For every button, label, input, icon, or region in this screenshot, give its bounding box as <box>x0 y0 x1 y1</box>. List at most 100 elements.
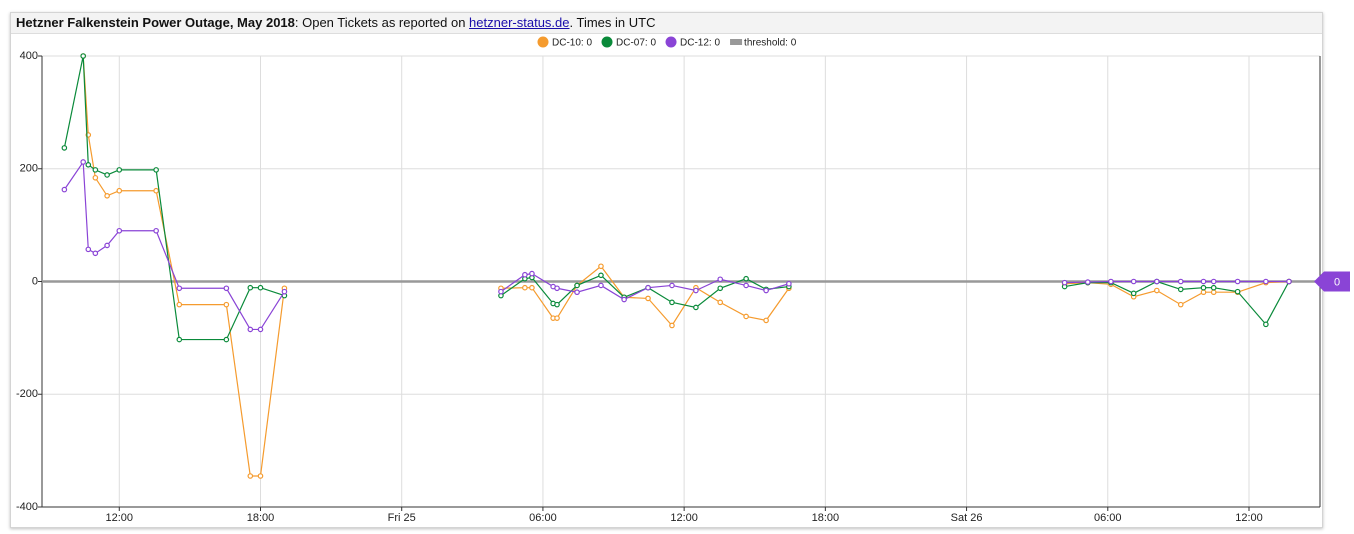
data-point <box>717 285 724 292</box>
data-point <box>1200 278 1207 285</box>
x-tick-label: 12:00 <box>670 512 698 524</box>
data-point <box>247 473 254 479</box>
x-tick-label: 06:00 <box>1094 512 1122 524</box>
data-point <box>645 284 651 291</box>
data-point <box>104 172 110 178</box>
legend-label: threshold: 0 <box>744 38 797 49</box>
data-point <box>153 187 159 194</box>
data-point <box>1108 278 1114 285</box>
data-point <box>717 276 724 283</box>
data-point <box>1286 278 1292 285</box>
data-point <box>223 336 230 343</box>
x-tick-label: Sat 26 <box>951 512 983 524</box>
data-point <box>247 326 254 333</box>
data-point <box>522 284 528 291</box>
legend-label: DC-07: 0 <box>616 38 656 49</box>
data-point <box>529 270 535 277</box>
title-link[interactable]: hetzner-status.de <box>469 15 570 30</box>
data-point <box>223 301 230 308</box>
legend-label: DC-12: 0 <box>680 38 720 49</box>
data-point <box>598 272 604 279</box>
value-flag <box>1314 271 1350 292</box>
data-point <box>763 317 769 324</box>
data-point <box>598 282 604 289</box>
chart-header: Hetzner Falkenstein Power Outage, May 20… <box>11 13 1322 34</box>
y-tick-label: 400 <box>20 50 38 62</box>
data-point <box>743 313 749 320</box>
data-point <box>693 304 699 311</box>
data-point <box>621 296 627 303</box>
data-point <box>116 227 123 234</box>
y-tick-label: -400 <box>16 501 38 513</box>
data-point <box>1200 284 1207 291</box>
data-point <box>693 287 699 294</box>
data-point <box>669 282 675 289</box>
data-point <box>257 284 264 291</box>
data-point <box>116 187 123 194</box>
data-point <box>522 271 528 278</box>
legend-label: DC-10: 0 <box>552 38 592 49</box>
series-line <box>1064 280 1290 306</box>
x-tick-label: 18:00 <box>247 512 275 524</box>
title-end: . Times in UTC <box>569 15 656 30</box>
data-point <box>1154 278 1160 285</box>
data-point <box>92 174 99 181</box>
data-point <box>529 284 535 291</box>
data-point <box>1210 278 1217 285</box>
data-point <box>1130 290 1137 297</box>
data-point <box>574 289 580 296</box>
data-point <box>645 295 651 302</box>
x-tick-label: 06:00 <box>529 512 557 524</box>
x-tick-label: 18:00 <box>812 512 840 524</box>
data-point <box>554 301 560 308</box>
data-point <box>743 282 749 289</box>
data-point <box>1154 287 1160 294</box>
data-point <box>574 282 580 289</box>
data-point <box>176 285 183 292</box>
data-point <box>85 162 92 168</box>
data-point <box>1234 288 1241 295</box>
data-point <box>1234 278 1241 285</box>
data-point <box>763 287 769 294</box>
chart-panel: Hetzner Falkenstein Power Outage, May 20… <box>10 12 1323 528</box>
legend-marker <box>730 39 743 45</box>
data-point <box>176 301 183 308</box>
data-point <box>1263 278 1269 285</box>
x-tick-label: Fri 25 <box>388 512 416 524</box>
series-line <box>63 55 285 341</box>
value-flag-label: 0 <box>1334 276 1340 288</box>
legend-marker <box>665 36 677 48</box>
data-point <box>223 285 230 292</box>
data-point <box>61 145 68 151</box>
data-point <box>104 193 110 199</box>
legend-marker <box>601 36 613 48</box>
data-point <box>80 53 86 59</box>
y-tick-label: 0 <box>32 275 38 287</box>
data-point <box>498 288 504 295</box>
data-point <box>257 473 264 479</box>
data-point <box>92 250 99 257</box>
data-point <box>257 326 264 333</box>
data-point <box>153 167 159 173</box>
data-point <box>1084 279 1091 285</box>
data-point <box>598 263 604 270</box>
data-point <box>554 315 560 321</box>
data-point <box>104 242 110 249</box>
x-tick-label: 12:00 <box>106 512 134 524</box>
data-point <box>1061 279 1068 286</box>
series-line <box>82 55 286 477</box>
y-tick-label: -200 <box>16 388 38 400</box>
data-point <box>92 167 99 173</box>
data-point <box>61 186 68 193</box>
data-point <box>1130 278 1137 285</box>
data-point <box>116 167 123 173</box>
legend-marker <box>537 36 549 48</box>
data-point <box>669 299 675 306</box>
data-point <box>153 227 159 234</box>
data-point <box>1177 301 1184 308</box>
data-point <box>247 284 254 291</box>
data-point <box>743 275 749 282</box>
data-point <box>1210 289 1217 296</box>
